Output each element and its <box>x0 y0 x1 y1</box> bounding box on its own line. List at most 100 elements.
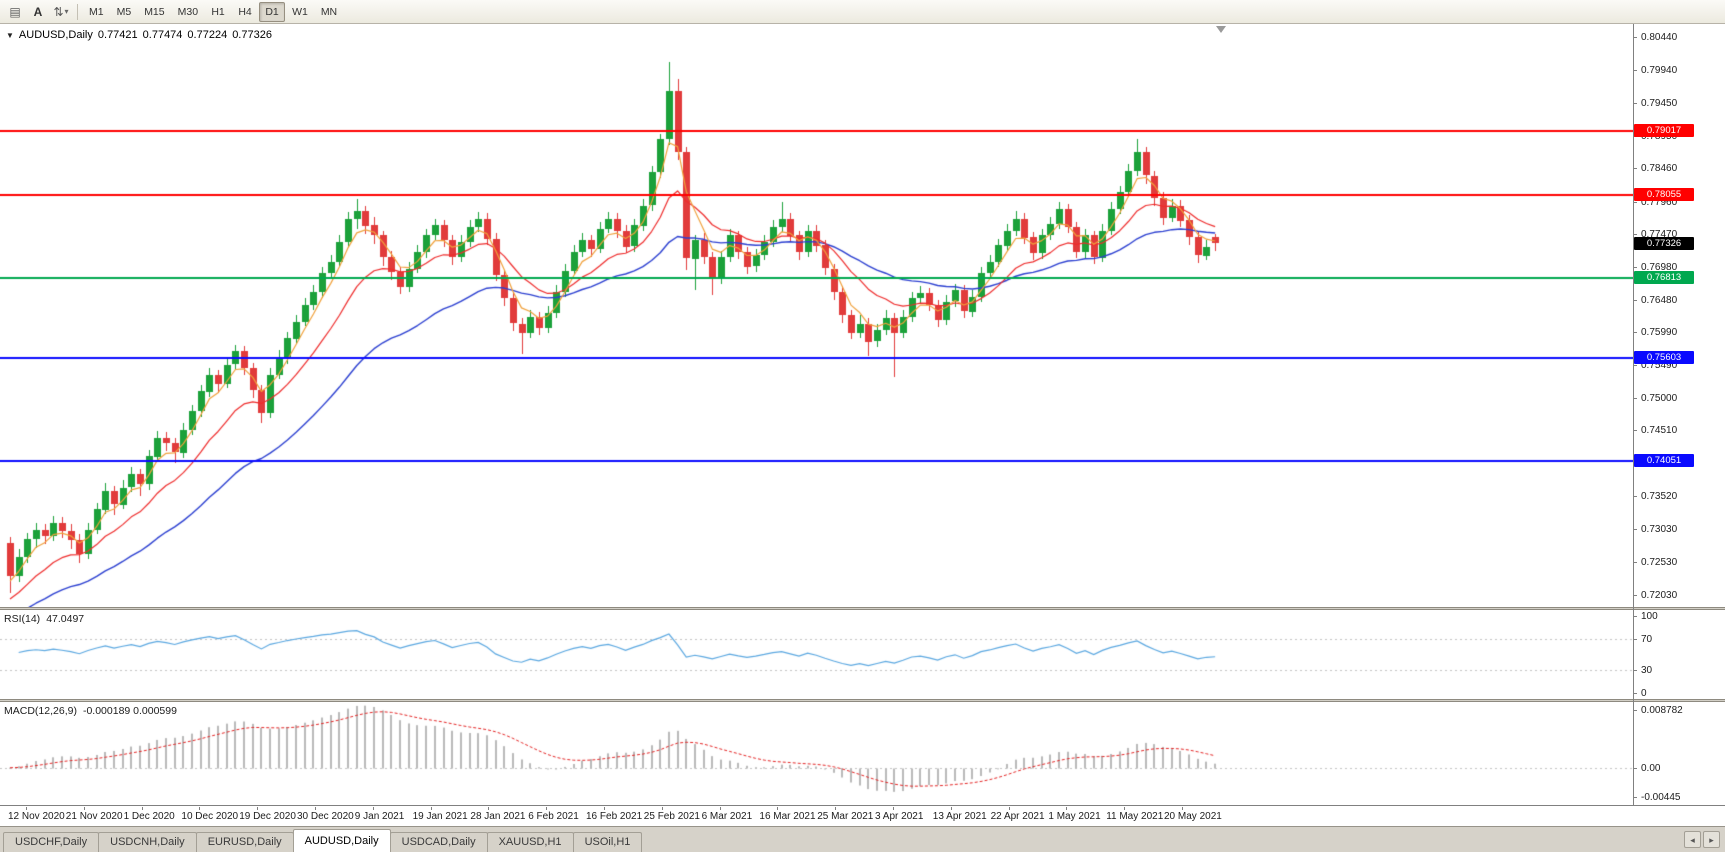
timeframe-button-m5[interactable]: M5 <box>111 2 138 22</box>
tab-usoil-h1[interactable]: USOil,H1 <box>572 832 643 852</box>
tab-usdchf-daily[interactable]: USDCHF,Daily <box>3 832 100 852</box>
timeframe-button-mn[interactable]: MN <box>315 2 343 22</box>
axis-tick <box>1633 797 1637 798</box>
current-price-badge: 0.77326 <box>1634 236 1694 250</box>
price-axis-label: 0.75990 <box>1641 327 1678 339</box>
axis-tick <box>1633 365 1637 367</box>
date-tick <box>1182 807 1183 810</box>
timeframe-button-m1[interactable]: M1 <box>83 2 110 22</box>
tab-scroll-left-button[interactable]: ◂ <box>1684 831 1701 848</box>
date-axis-label: 20 May 2021 <box>1164 811 1222 822</box>
date-tick <box>26 807 27 810</box>
macd-values: -0.000189 0.000599 <box>82 705 177 717</box>
toolbar-tools: ▤ A ⇅ ▾ <box>4 2 72 22</box>
panel-splitter[interactable] <box>0 607 1725 610</box>
scale-adjust-button[interactable]: ⇅ ▾ <box>50 2 72 22</box>
date-axis-label: 9 Jan 2021 <box>354 811 405 822</box>
date-axis-label: 11 May 2021 <box>1106 811 1164 822</box>
timeframe-button-h4[interactable]: H4 <box>232 2 258 22</box>
rsi-axis-label: 30 <box>1641 664 1653 676</box>
price-axis-label: 0.80440 <box>1641 32 1678 43</box>
windows-tile-button[interactable]: ▤ <box>4 2 26 22</box>
main-chart-canvas[interactable] <box>0 24 1633 607</box>
axis-tick <box>1633 201 1637 203</box>
tab-audusd-daily[interactable]: AUDUSD,Daily <box>292 829 391 852</box>
timeframe-button-m15[interactable]: M15 <box>138 2 170 22</box>
windows-tile-icon: ▤ <box>9 4 21 19</box>
rsi-axis-label: 70 <box>1641 634 1653 646</box>
date-axis-label: 16 Feb 2021 <box>586 811 643 822</box>
date-axis-label: 21 Nov 2020 <box>65 811 123 822</box>
tab-scroll-right-button[interactable]: ▸ <box>1703 831 1720 848</box>
date-tick <box>257 807 259 810</box>
macd-name: MACD(12,26,9) <box>4 705 77 717</box>
timeframe-button-h1[interactable]: H1 <box>205 2 231 22</box>
legend-close: 0.77326 <box>232 29 272 41</box>
axis-tick <box>1633 266 1637 268</box>
legend-low: 0.77224 <box>187 29 228 41</box>
price-line-badge: 0.75603 <box>1634 350 1694 364</box>
chart-shift-marker[interactable] <box>1216 26 1226 33</box>
date-axis-label: 3 Apr 2021 <box>875 811 924 822</box>
axis-tick <box>1633 37 1637 38</box>
date-tick <box>950 807 952 810</box>
axis-tick <box>1633 102 1637 104</box>
date-axis-label: 13 Apr 2021 <box>932 811 987 822</box>
date-tick <box>488 807 490 810</box>
price-axis-label: 0.77960 <box>1641 196 1678 208</box>
axis-tick <box>1633 528 1637 530</box>
date-axis-label: 19 Jan 2021 <box>412 811 468 822</box>
tab-eurusd-daily[interactable]: EURUSD,Daily <box>195 832 294 852</box>
date-axis-label: 6 Feb 2021 <box>528 811 579 822</box>
tab-usdcad-daily[interactable]: USDCAD,Daily <box>389 832 488 852</box>
tab-usdcnh-daily[interactable]: USDCNH,Daily <box>98 832 197 852</box>
timeframe-button-m30[interactable]: M30 <box>172 2 204 22</box>
date-axis-label: 28 Jan 2021 <box>470 811 526 822</box>
rsi-panel-canvas[interactable] <box>0 610 1633 699</box>
date-axis-label: 25 Feb 2021 <box>643 811 700 822</box>
date-tick <box>661 807 663 810</box>
legend-open: 0.77421 <box>97 29 138 41</box>
dropdown-caret-icon: ▾ <box>64 7 69 16</box>
macd-axis-label: 0.00 <box>1641 762 1661 774</box>
top-toolbar: ▤ A ⇅ ▾ M1 M5 M15 M30 H1 H4 D1 W1 MN <box>0 0 1725 24</box>
rsi-value: 47.0497 <box>46 613 85 625</box>
panel-splitter[interactable] <box>0 699 1725 702</box>
date-tick <box>141 807 143 810</box>
date-axis[interactable]: 12 Nov 2020 21 Nov 2020 1 Dec 2020 10 Dec 2… <box>0 805 1725 826</box>
date-tick <box>546 807 548 810</box>
date-axis-label: 16 Mar 2021 <box>759 811 816 822</box>
timeframe-button-d1[interactable]: D1 <box>259 1 286 22</box>
price-axis-label: 0.76480 <box>1641 294 1678 306</box>
price-axis-label: 0.72530 <box>1641 556 1678 568</box>
axis-tick <box>1633 639 1637 641</box>
price-axis-label: 0.72030 <box>1641 590 1678 601</box>
macd-axis-label: 0.008782 <box>1641 705 1683 716</box>
collapse-arrow-icon[interactable]: ▼ <box>6 30 14 40</box>
tab-xauusd-h1[interactable]: XAUUSD,H1 <box>486 832 574 852</box>
macd-label: MACD(12,26,9) -0.000189 0.000599 <box>4 705 177 717</box>
text-annotation-button[interactable]: A <box>27 2 49 22</box>
date-axis-label: 1 May 2021 <box>1048 811 1101 822</box>
chart-tabs-bar: USDCHF,Daily USDCNH,Daily EURUSD,Daily AUDU… <box>0 826 1725 852</box>
date-tick <box>1066 807 1068 810</box>
timeframe-button-w1[interactable]: W1 <box>286 2 314 22</box>
price-axis-border <box>1633 24 1634 806</box>
scale-adjust-icon: ⇅ <box>53 4 64 19</box>
axis-tick <box>1633 595 1637 596</box>
axis-tick <box>1633 430 1637 432</box>
macd-panel-canvas[interactable] <box>0 702 1633 805</box>
axis-tick <box>1633 710 1637 711</box>
price-axis[interactable]: 0.804400.799400.794500.789500.784600.779… <box>1633 0 1725 806</box>
price-axis-label: 0.75000 <box>1641 392 1678 404</box>
date-tick <box>604 807 605 810</box>
axis-tick <box>1633 397 1637 399</box>
axis-tick <box>1633 168 1637 170</box>
rsi-label: RSI(14) 47.0497 <box>4 613 84 625</box>
rsi-axis-label: 0 <box>1641 688 1647 699</box>
axis-tick <box>1633 299 1637 301</box>
price-line-badge: 0.78055 <box>1634 188 1694 202</box>
axis-tick <box>1633 234 1637 236</box>
date-axis-label: 6 Mar 2021 <box>701 811 753 822</box>
